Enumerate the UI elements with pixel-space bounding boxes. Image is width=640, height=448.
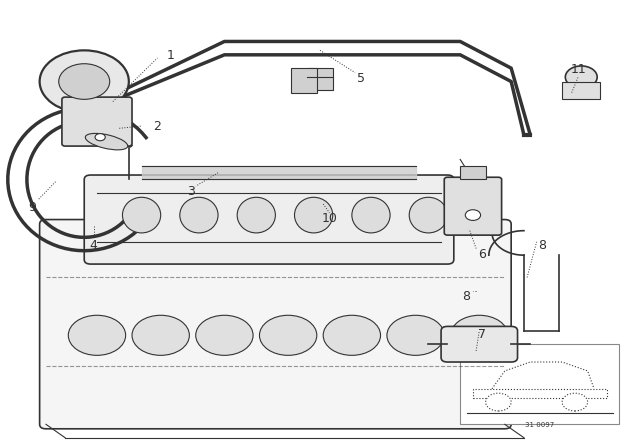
Circle shape bbox=[323, 315, 381, 355]
FancyBboxPatch shape bbox=[444, 177, 502, 235]
FancyBboxPatch shape bbox=[84, 175, 454, 264]
Text: 31 0097: 31 0097 bbox=[525, 422, 554, 428]
Text: 8: 8 bbox=[538, 239, 546, 252]
Bar bbox=[562, 82, 600, 99]
Text: 11: 11 bbox=[570, 63, 586, 76]
Text: 10: 10 bbox=[322, 212, 337, 225]
Ellipse shape bbox=[122, 197, 161, 233]
Circle shape bbox=[59, 64, 109, 99]
Bar bbox=[307, 68, 333, 90]
Ellipse shape bbox=[180, 197, 218, 233]
Ellipse shape bbox=[409, 197, 447, 233]
Circle shape bbox=[451, 315, 508, 355]
Ellipse shape bbox=[294, 197, 333, 233]
FancyBboxPatch shape bbox=[40, 220, 511, 429]
Text: 5: 5 bbox=[357, 73, 365, 86]
Text: 1: 1 bbox=[166, 49, 174, 62]
Circle shape bbox=[259, 315, 317, 355]
Circle shape bbox=[196, 315, 253, 355]
Text: 6: 6 bbox=[479, 248, 486, 261]
Bar bbox=[460, 166, 486, 180]
Bar bbox=[460, 344, 620, 424]
Circle shape bbox=[486, 393, 511, 411]
Circle shape bbox=[132, 315, 189, 355]
Text: 9: 9 bbox=[28, 201, 36, 214]
Circle shape bbox=[40, 50, 129, 113]
Circle shape bbox=[95, 134, 105, 141]
Circle shape bbox=[565, 66, 597, 88]
Text: 2: 2 bbox=[154, 121, 161, 134]
Circle shape bbox=[562, 393, 588, 411]
Text: 4: 4 bbox=[90, 239, 98, 252]
Circle shape bbox=[387, 315, 444, 355]
Circle shape bbox=[465, 210, 481, 220]
Ellipse shape bbox=[352, 197, 390, 233]
FancyBboxPatch shape bbox=[441, 327, 518, 362]
Circle shape bbox=[68, 315, 125, 355]
Text: 8: 8 bbox=[463, 289, 470, 303]
Ellipse shape bbox=[237, 197, 275, 233]
Text: 7: 7 bbox=[479, 328, 486, 341]
Bar bbox=[291, 68, 317, 93]
Ellipse shape bbox=[85, 134, 128, 150]
Text: 3: 3 bbox=[188, 185, 195, 198]
FancyBboxPatch shape bbox=[62, 97, 132, 146]
